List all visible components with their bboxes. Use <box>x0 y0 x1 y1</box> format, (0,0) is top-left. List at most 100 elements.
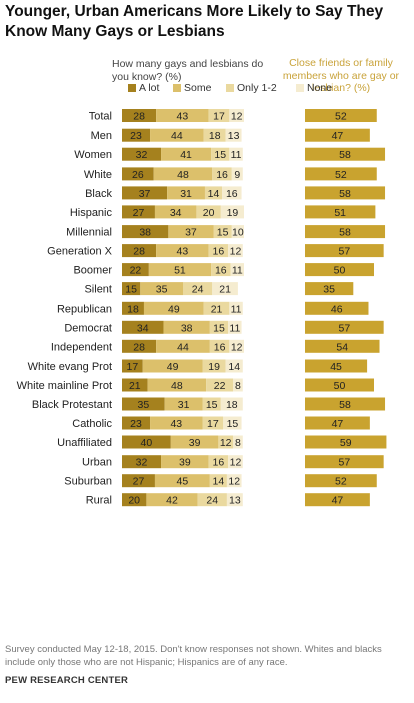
value-label-only-1-2-black: 14 <box>208 188 220 200</box>
bar-some-catholic <box>150 416 203 430</box>
bar-some-women <box>161 147 212 161</box>
value-label-a-lot-suburban: 27 <box>133 476 145 488</box>
value-label-some-white-evang-prot: 49 <box>167 361 179 373</box>
category-label-total: Total <box>89 111 112 123</box>
bar-only-1-2-rural <box>197 493 227 507</box>
value-label-a-lot-unaffiliated: 40 <box>141 437 153 449</box>
value-label-some-independent: 44 <box>177 341 189 353</box>
value-label-none-independent: 12 <box>231 341 243 353</box>
value-label-only-1-2-democrat: 15 <box>213 322 225 334</box>
bar-some-black <box>167 186 205 200</box>
bar-only-1-2-white <box>212 167 232 181</box>
value-label-some-urban: 39 <box>179 457 191 469</box>
value-label-a-lot-black: 37 <box>139 188 151 200</box>
value-label-only-1-2-women: 15 <box>214 149 226 161</box>
value-label-some-white-mainline-prot: 48 <box>171 380 183 392</box>
bar-a-lot-millennial <box>122 225 169 239</box>
value-label-only-1-2-rural: 24 <box>206 495 218 507</box>
bar-none-catholic <box>223 416 242 430</box>
bar-none-silent <box>212 282 238 296</box>
bar-a-lot-white-evang-prot <box>122 359 143 373</box>
value-label-a-lot-democrat: 34 <box>137 322 149 334</box>
bar-a-lot-white <box>122 167 154 181</box>
bar-a-lot-women <box>122 147 162 161</box>
bar-some-unaffiliated <box>170 435 219 449</box>
value-label-a-lot-black-protestant: 35 <box>138 399 150 411</box>
bar-none-black <box>222 186 242 200</box>
legend-label-a-lot: A lot <box>139 82 160 94</box>
close-value-white-mainline-prot: 50 <box>334 380 346 392</box>
close-value-total: 52 <box>335 111 347 123</box>
bar-only-1-2-total <box>208 109 230 122</box>
value-label-none-millennial: 10 <box>232 227 244 239</box>
bar-none-suburban <box>226 474 242 488</box>
value-label-none-generation-x: 12 <box>230 246 242 258</box>
value-label-none-boomer: 11 <box>232 265 243 277</box>
value-label-only-1-2-catholic: 17 <box>207 418 219 430</box>
value-label-only-1-2-republican: 21 <box>211 303 223 315</box>
value-label-only-1-2-men: 18 <box>209 130 221 142</box>
close-value-rural: 47 <box>332 495 344 507</box>
close-value-women: 58 <box>339 149 351 161</box>
close-bar-unaffiliated <box>305 435 387 449</box>
value-label-none-women: 11 <box>231 149 242 161</box>
bar-none-black-protestant <box>220 397 243 411</box>
value-label-some-boomer: 51 <box>174 265 186 277</box>
bar-only-1-2-urban <box>208 455 229 469</box>
bar-none-white-evang-prot <box>225 359 243 373</box>
value-label-some-republican: 49 <box>168 303 180 315</box>
bar-only-1-2-democrat <box>209 320 229 334</box>
value-label-a-lot-total: 28 <box>133 111 145 123</box>
bar-only-1-2-independent <box>209 339 230 353</box>
close-bar-democrat <box>305 320 384 334</box>
value-label-a-lot-white: 26 <box>132 169 144 181</box>
bar-none-white <box>231 167 243 181</box>
close-bar-catholic <box>305 416 370 430</box>
category-label-democrat: Democrat <box>64 322 112 334</box>
bar-none-hispanic <box>220 205 244 219</box>
bar-none-millennial <box>231 225 244 239</box>
category-label-white: White <box>84 169 112 181</box>
bar-a-lot-boomer <box>122 263 149 277</box>
category-label-urban: Urban <box>82 457 112 469</box>
close-value-black: 58 <box>339 188 351 200</box>
close-bar-suburban <box>305 474 377 488</box>
value-label-none-urban: 12 <box>230 457 242 469</box>
source-label: PEW RESEARCH CENTER <box>5 675 129 686</box>
bar-some-millennial <box>168 225 214 239</box>
category-label-silent: Silent <box>84 284 112 296</box>
close-bar-white-evang-prot <box>305 359 368 373</box>
close-value-catholic: 47 <box>332 418 344 430</box>
legend-label-none: None <box>307 82 333 94</box>
bar-none-boomer <box>230 263 244 277</box>
bar-only-1-2-suburban <box>209 474 227 488</box>
close-bar-independent <box>305 339 380 353</box>
value-label-some-total: 43 <box>177 111 189 123</box>
legend-swatch-some <box>173 84 181 92</box>
bar-a-lot-total <box>122 109 157 122</box>
bar-only-1-2-white-mainline-prot <box>206 378 234 392</box>
close-value-hispanic: 51 <box>334 207 346 219</box>
legend-swatch-only-1-2 <box>226 84 234 92</box>
value-label-only-1-2-unaffiliated: 12 <box>220 437 232 449</box>
bar-some-total <box>156 109 209 122</box>
bar-a-lot-unaffiliated <box>122 435 171 449</box>
bar-some-black-protestant <box>164 397 203 411</box>
bar-a-lot-rural <box>122 493 147 507</box>
close-bar-millennial <box>305 225 386 239</box>
category-label-black: Black <box>85 188 112 200</box>
bar-a-lot-urban <box>122 455 162 469</box>
bar-some-boomer <box>148 263 212 277</box>
value-label-a-lot-generation-x: 28 <box>133 246 145 258</box>
value-label-none-rural: 13 <box>229 495 241 507</box>
bar-none-democrat <box>228 320 242 334</box>
value-label-a-lot-rural: 20 <box>128 495 140 507</box>
value-label-only-1-2-white: 16 <box>216 169 228 181</box>
close-bar-generation-x <box>305 244 384 258</box>
category-label-independent: Independent <box>51 341 112 353</box>
value-label-only-1-2-total: 17 <box>213 111 225 123</box>
value-label-a-lot-urban: 32 <box>136 457 148 469</box>
bar-a-lot-black <box>122 186 168 200</box>
bar-a-lot-black-protestant <box>122 397 165 411</box>
